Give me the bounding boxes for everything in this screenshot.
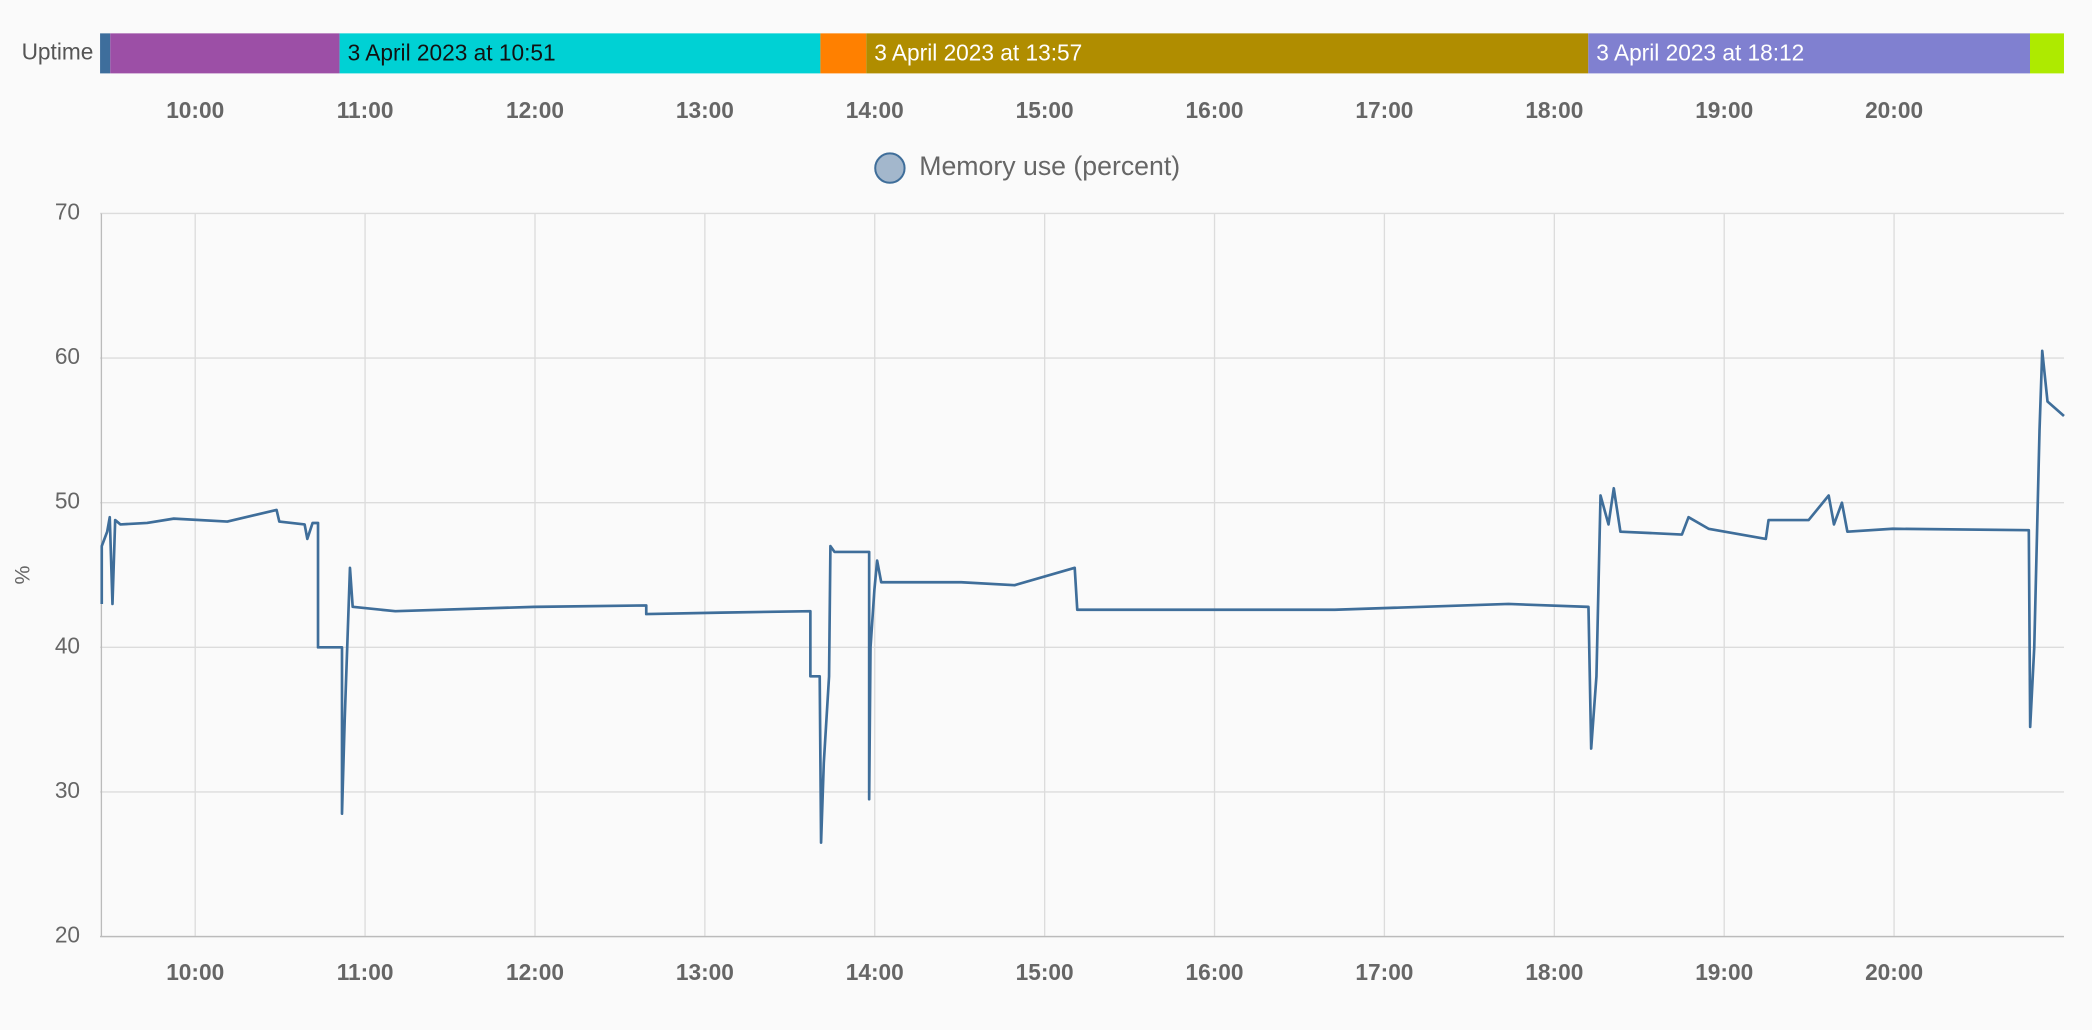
timeline-label: Uptime [22, 38, 94, 64]
x-tick-label: 14:00 [846, 97, 904, 123]
x-tick-label: 20:00 [1865, 97, 1923, 123]
x-tick-label: 12:00 [506, 97, 564, 123]
y-tick-label: 30 [55, 777, 80, 803]
y-tick-label: 40 [55, 632, 80, 658]
x-tick-label: 10:00 [166, 959, 224, 985]
y-tick-label: 70 [55, 198, 80, 224]
segment-label: 3 April 2023 at 18:12 [1596, 40, 1804, 66]
x-tick-label: 17:00 [1355, 959, 1413, 985]
x-tick-label: 16:00 [1186, 97, 1244, 123]
timeline-segment [110, 33, 340, 74]
timeline-segment [866, 33, 1589, 74]
x-tick-label: 18:00 [1525, 97, 1583, 123]
timeline-segment [820, 33, 867, 74]
legend-item[interactable]: Memory use (percent) [874, 151, 1180, 184]
x-tick-label: 16:00 [1186, 959, 1244, 985]
x-tick-label: 11:00 [337, 959, 394, 985]
x-tick-label: 10:00 [166, 97, 224, 123]
y-tick-label: 20 [55, 922, 80, 948]
x-tick-label: 17:00 [1355, 97, 1413, 123]
y-axis-label: % [11, 566, 35, 585]
x-tick-label: 11:00 [337, 97, 394, 123]
y-tick-label: 50 [55, 488, 80, 514]
x-tick-label: 19:00 [1695, 97, 1753, 123]
timeline-segment [339, 33, 821, 74]
x-tick-label: 18:00 [1525, 959, 1583, 985]
y-tick-label: 60 [55, 343, 80, 369]
segment-label: 3 April 2023 at 10:51 [348, 40, 556, 66]
x-tick-label: 12:00 [506, 959, 564, 985]
legend-label[interactable]: Memory use (percent) [919, 151, 1180, 181]
timeline-segment [1588, 33, 2031, 74]
segment-label: 3 April 2023 at 13:57 [874, 40, 1082, 66]
x-tick-label: 13:00 [676, 959, 734, 985]
legend-swatch[interactable] [874, 152, 906, 184]
x-tick-label: 20:00 [1865, 959, 1923, 985]
x-tick-label: 15:00 [1016, 959, 1074, 985]
x-tick-label: 19:00 [1695, 959, 1753, 985]
x-tick-label: 14:00 [846, 959, 904, 985]
x-tick-label: 13:00 [676, 97, 734, 123]
timeline: 3 April 2023 at 10:51 3 April 2023 at 13:… [100, 33, 2064, 123]
data-line [100, 349, 2065, 844]
timeline-segment [2030, 33, 2064, 74]
x-tick-label: 15:00 [1016, 97, 1074, 123]
line-chart: Memory use (percent) % 20 30 40 50 60 70 10:00… [11, 151, 2065, 985]
timeline-segment [100, 33, 111, 74]
